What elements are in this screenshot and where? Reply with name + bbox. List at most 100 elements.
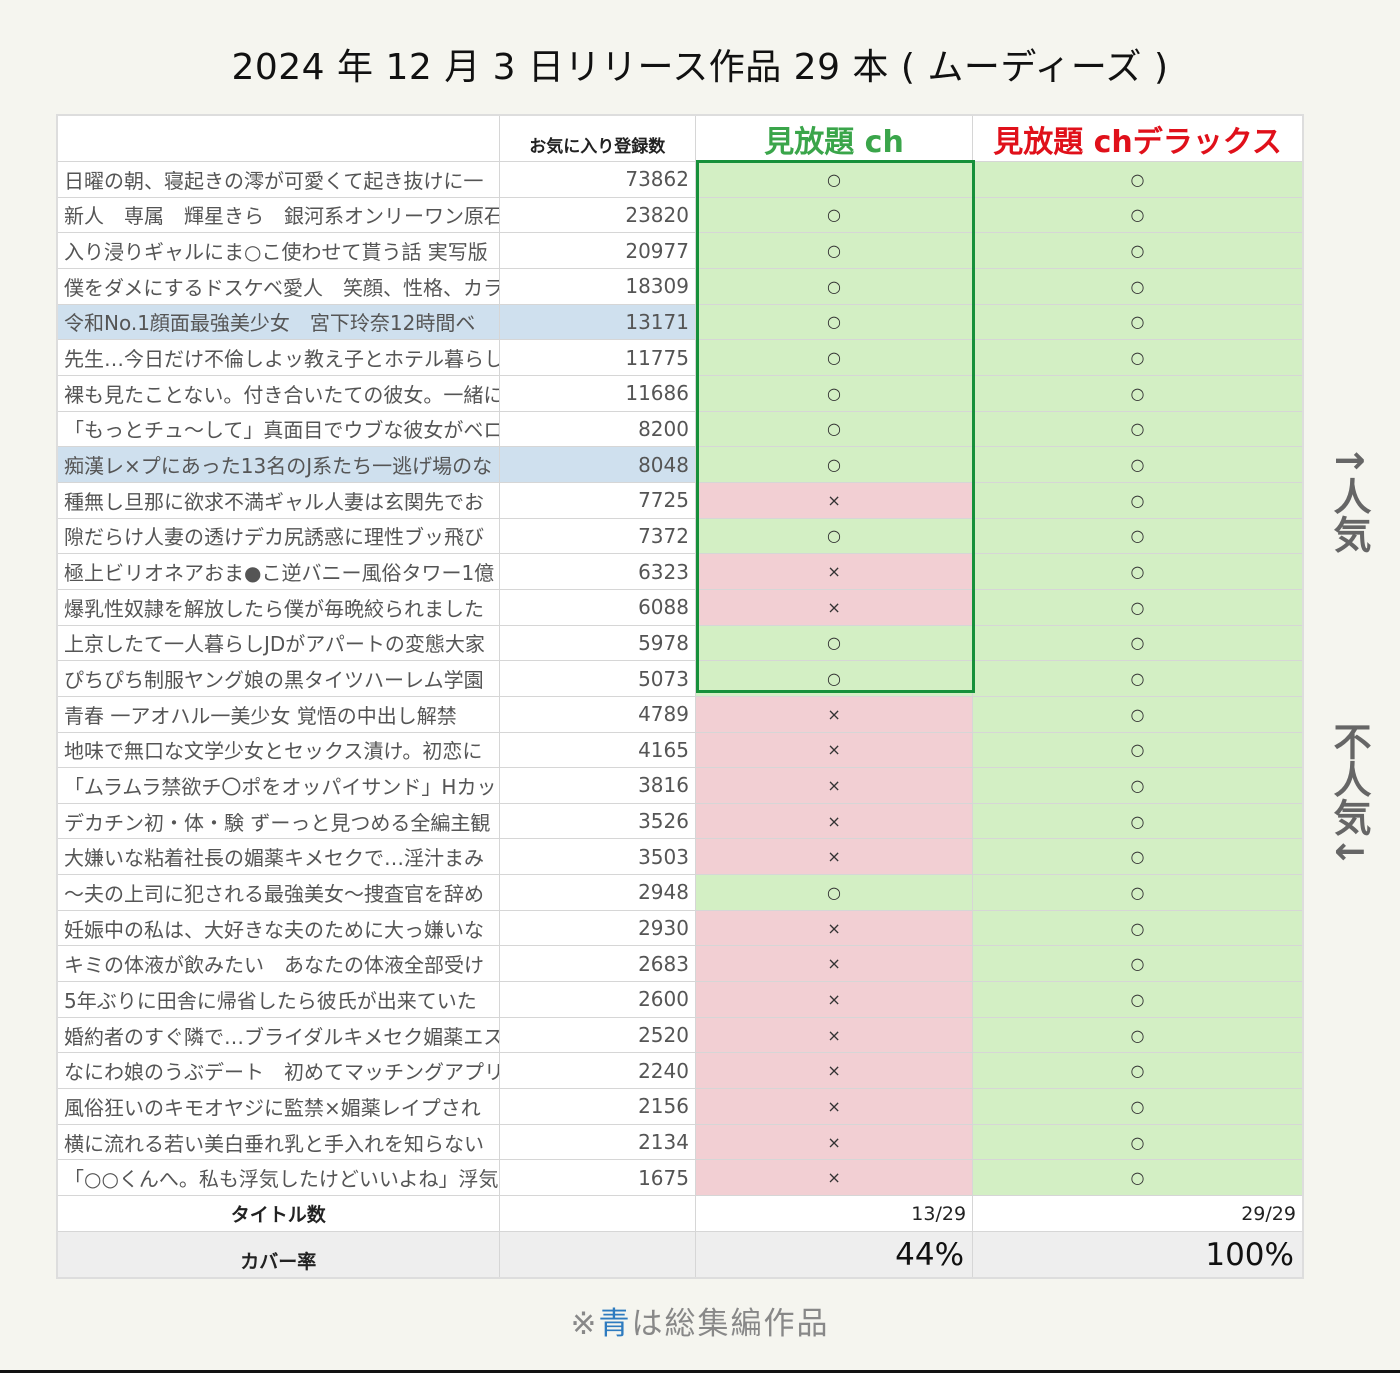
favorites-cell: 2683 <box>500 946 696 982</box>
ch-availability-cell: × <box>695 946 974 982</box>
table-header: お気に入り登録数 見放題 ch 見放題 chデラックス <box>58 116 1302 162</box>
favorites-cell: 2520 <box>500 1017 696 1053</box>
ch-availability-cell: ○ <box>695 340 974 375</box>
title-cell: 新人 専属 輝星きら 銀河系オンリーワン原石 <box>58 197 500 233</box>
table-row: 妊娠中の私は、大好きな夫のために大っ嫌いな 2930 × ○ <box>58 910 1302 947</box>
favorites-cell: 2948 <box>500 875 696 910</box>
deluxe-availability-cell: ○ <box>973 518 1302 554</box>
deluxe-availability-cell: ○ <box>973 1160 1302 1196</box>
title-cell: 妊娠中の私は、大好きな夫のために大っ嫌いな <box>58 910 500 946</box>
table-row: 痴漢レ×プにあった13名のJ系たち一逃げ場のな 8048 ○ ○ <box>58 447 1302 483</box>
title-cell: 青春 一アオハル一美少女 覚悟の中出し解禁 <box>58 696 500 732</box>
ch-availability-cell: × <box>695 589 974 625</box>
deluxe-availability-cell: ○ <box>973 696 1302 732</box>
ch-availability-cell: × <box>695 482 974 518</box>
title-cell: 婚約者のすぐ隣で…ブライダルキメセク媚薬エス <box>58 1017 500 1053</box>
favorites-cell: 7725 <box>500 482 696 518</box>
table-row: 青春 一アオハル一美少女 覚悟の中出し解禁 4789 × ○ <box>58 696 1302 733</box>
table-row: 日曜の朝、寝起きの澪が可愛くて起き抜けに一 73862 ○ ○ <box>58 162 1302 198</box>
deluxe-count: 29/29 <box>1241 1202 1296 1225</box>
title-count-label: タイトル数 <box>58 1196 500 1232</box>
favorites-cell: 2600 <box>500 982 696 1017</box>
empty-cell <box>500 1196 696 1232</box>
title-cell: 爆乳性奴隷を解放したら僕が毎晩絞られました <box>58 589 500 625</box>
note-blue-word: 青 <box>598 1306 632 1342</box>
header-title <box>58 116 500 161</box>
deluxe-availability-cell: ○ <box>973 1017 1302 1053</box>
table-row: 横に流れる若い美白垂れ乳と手入れを知らない 2134 × ○ <box>58 1124 1302 1161</box>
title-cell: 〜夫の上司に犯される最強美女〜捜査官を辞め <box>58 875 500 910</box>
ch-cover-rate: 44% <box>695 1232 974 1278</box>
deluxe-availability-cell: ○ <box>973 375 1302 411</box>
deluxe-availability-cell: ○ <box>973 839 1302 875</box>
table-row: 地味で無口な文学少女とセックス漬け。初恋に 4165 × ○ <box>58 732 1302 769</box>
title-cell: 大嫌いな粘着社長の媚薬キメセクで…淫汁まみ <box>58 839 500 875</box>
table-row: 風俗狂いのキモオヤジに監禁×媚薬レイプされ 2156 × ○ <box>58 1089 1302 1125</box>
deluxe-availability-cell: ○ <box>973 732 1302 768</box>
table-row: 〜夫の上司に犯される最強美女〜捜査官を辞め 2948 ○ ○ <box>58 875 1302 911</box>
ch-availability-cell: ○ <box>695 304 974 340</box>
header-ch: 見放題 ch <box>696 116 974 161</box>
ch-availability-cell: × <box>695 1089 974 1124</box>
ch-availability-cell: × <box>695 732 974 768</box>
bottom-border <box>0 1370 1400 1373</box>
ch-availability-cell: ○ <box>695 375 974 411</box>
favorites-cell: 6088 <box>500 589 696 625</box>
deluxe-availability-cell: ○ <box>973 946 1302 982</box>
header-deluxe: 見放題 chデラックス <box>993 124 1282 160</box>
table-row: ぴちぴち制服ヤング娘の黒タイツハーレム学園 5073 ○ ○ <box>58 661 1302 697</box>
favorites-cell: 4789 <box>500 696 696 732</box>
table-row: 種無し旦那に欲求不満ギャル人妻は玄関先でお 7725 × ○ <box>58 482 1302 519</box>
title-cell: 風俗狂いのキモオヤジに監禁×媚薬レイプされ <box>58 1089 500 1124</box>
table-row: 「○○くんへ。私も浮気したけどいいよね」浮気彼 1675 × ○ <box>58 1160 1302 1197</box>
favorites-cell: 2156 <box>500 1089 696 1124</box>
unpopular-text: 不人気↓ <box>1327 722 1371 868</box>
unpopular-label: 不人気↓ <box>1327 722 1371 876</box>
ch-availability-cell: ○ <box>695 625 974 661</box>
deluxe-availability-cell: ○ <box>973 625 1302 661</box>
popular-text: ↑人気 <box>1327 445 1371 553</box>
table-row: キミの体液が飲みたい あなたの体液全部受け 2683 × ○ <box>58 946 1302 983</box>
title-cell: 種無し旦那に欲求不満ギャル人妻は玄関先でお <box>58 482 500 518</box>
favorites-cell: 1675 <box>500 1160 696 1196</box>
table-row: 入り浸りギャルにま○こ使わせて貰う話 実写版 20977 ○ ○ <box>58 233 1302 269</box>
title-cell: 「○○くんへ。私も浮気したけどいいよね」浮気彼 <box>58 1160 500 1196</box>
table-row: デカチン初・体・験 ずーっと見つめる全編主観 3526 × ○ <box>58 803 1302 840</box>
deluxe-availability-cell: ○ <box>973 233 1302 268</box>
title-cell: 5年ぶりに田舎に帰省したら彼氏が出来ていた <box>58 982 500 1017</box>
deluxe-availability-cell: ○ <box>973 768 1302 803</box>
title-cell: 入り浸りギャルにま○こ使わせて貰う話 実写版 <box>58 233 500 268</box>
favorites-cell: 11775 <box>500 340 696 375</box>
title-cell: 令和No.1顔面最強美少女 宮下玲奈12時間ベ <box>58 304 500 340</box>
deluxe-availability-cell: ○ <box>973 982 1302 1017</box>
ch-availability-cell: ○ <box>695 268 974 304</box>
popular-label: ↑人気 <box>1327 445 1371 561</box>
ch-count: 13/29 <box>696 1196 974 1232</box>
favorites-cell: 7372 <box>500 518 696 554</box>
deluxe-availability-cell: ○ <box>973 162 1302 197</box>
title-cell: 地味で無口な文学少女とセックス漬け。初恋に <box>58 732 500 768</box>
title-cell: 「ムラムラ禁欲チ〇ポをオッパイサンド」Hカップ <box>58 768 500 803</box>
ch-availability-cell: ○ <box>695 518 974 554</box>
deluxe-availability-cell: ○ <box>973 1124 1302 1160</box>
favorites-cell: 13171 <box>499 304 696 340</box>
title-count-row: タイトル数 13/29 29/29 <box>58 1196 1302 1233</box>
title-cell: ぴちぴち制服ヤング娘の黒タイツハーレム学園 <box>58 661 500 696</box>
ch-availability-cell: ○ <box>695 661 974 696</box>
title-cell: 先生…今日だけ不倫しよッ教え子とホテル暮らし <box>58 340 500 375</box>
favorites-cell: 2930 <box>500 910 696 946</box>
ch-availability-cell: × <box>695 768 974 803</box>
deluxe-cover-rate: 100% <box>973 1232 1302 1278</box>
deluxe-availability-cell: ○ <box>973 910 1302 946</box>
footnote: ※青は総集編作品 <box>0 1298 1400 1343</box>
favorites-cell: 5073 <box>500 661 696 696</box>
favorites-cell: 6323 <box>500 554 696 589</box>
table-row: 裸も見たことない。付き合いたての彼女。一緒に 11686 ○ ○ <box>58 375 1302 412</box>
favorites-cell: 73862 <box>500 162 696 197</box>
table-row: 婚約者のすぐ隣で…ブライダルキメセク媚薬エス 2520 × ○ <box>58 1017 1302 1054</box>
title-cell: 「もっとチュ〜して」真面目でウブな彼女がベロ <box>58 411 500 447</box>
title-cell: 極上ビリオネアおま●こ逆バニー風俗タワー1億 <box>58 554 500 589</box>
title-cell: 隙だらけ人妻の透けデカ尻誘惑に理性ブッ飛び <box>58 518 500 554</box>
ch-availability-cell: × <box>695 982 974 1017</box>
ch-availability-cell: × <box>695 1017 974 1053</box>
